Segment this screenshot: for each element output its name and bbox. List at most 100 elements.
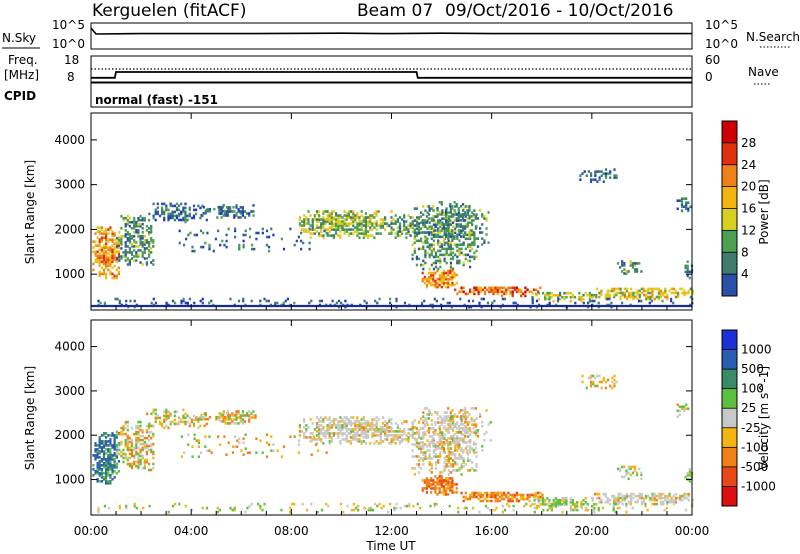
heat-cell xyxy=(591,498,594,502)
heat-cell xyxy=(520,290,523,294)
heat-cell xyxy=(457,229,460,232)
heat-cell xyxy=(96,448,99,451)
heat-cell xyxy=(407,228,410,231)
heat-cell xyxy=(398,436,402,439)
heat-cell xyxy=(447,487,450,490)
heat-cell xyxy=(320,222,323,225)
heat-cell xyxy=(421,479,424,482)
heat-cell xyxy=(200,415,203,419)
heat-cell xyxy=(141,253,144,256)
heat-cell xyxy=(466,225,469,228)
heat-cell xyxy=(582,297,585,301)
heat-cell xyxy=(152,462,155,466)
heat-cell xyxy=(490,491,493,495)
heat-cell xyxy=(392,438,395,441)
heat-cell xyxy=(539,491,542,495)
heat-cell xyxy=(100,448,103,451)
heat-cell xyxy=(462,459,465,462)
heat-cell xyxy=(360,418,363,421)
heat-cell xyxy=(453,273,456,277)
heat-cell xyxy=(571,499,574,502)
heat-cell xyxy=(443,433,446,436)
heat-cell xyxy=(525,502,528,506)
heat-cell xyxy=(102,258,106,262)
heat-cell xyxy=(437,433,440,436)
heat-cell xyxy=(135,460,138,464)
heat-cell xyxy=(133,249,136,252)
heat-cell xyxy=(609,170,612,173)
heat-cell xyxy=(322,420,325,423)
heat-cell xyxy=(141,251,144,254)
heat-cell xyxy=(107,260,110,264)
heat-cell xyxy=(457,445,460,448)
heat-cell xyxy=(420,237,423,241)
heat-cell xyxy=(190,418,193,422)
heat-cell xyxy=(318,434,321,437)
heat-cell xyxy=(597,301,600,305)
heat-cell xyxy=(678,409,681,413)
heat-cell xyxy=(469,259,472,263)
heat-cell xyxy=(165,206,168,210)
heat-cell xyxy=(476,237,480,240)
heat-cell xyxy=(494,290,497,294)
heat-cell xyxy=(454,227,457,230)
heat-cell xyxy=(421,427,424,430)
heat-cell xyxy=(449,283,452,287)
heat-cell xyxy=(98,274,101,278)
heat-cell xyxy=(135,229,138,232)
heat-cell xyxy=(384,424,387,427)
heat-cell xyxy=(375,426,378,429)
heat-cell xyxy=(102,262,106,266)
heat-cell xyxy=(124,251,127,254)
heat-cell xyxy=(655,295,658,299)
heat-cell xyxy=(113,438,116,441)
heat-cell xyxy=(378,502,381,506)
heat-cell xyxy=(413,419,416,422)
heat-cell xyxy=(445,271,448,275)
heat-cell xyxy=(180,202,183,206)
heat-cell xyxy=(468,231,471,234)
heat-cell xyxy=(182,210,185,214)
heat-cell xyxy=(638,293,641,297)
heat-cell xyxy=(125,299,128,303)
heat-cell xyxy=(424,255,427,259)
heat-cell xyxy=(197,204,200,208)
heat-cell xyxy=(226,422,230,425)
heat-cell xyxy=(327,504,330,508)
heat-cell xyxy=(413,231,416,234)
heat-cell xyxy=(184,504,187,508)
heat-cell xyxy=(150,237,153,240)
heat-cell xyxy=(613,176,616,179)
heat-cell xyxy=(111,256,114,260)
heat-cell xyxy=(492,292,495,296)
heat-cell xyxy=(691,498,695,502)
heat-cell xyxy=(98,450,101,453)
heat-cell xyxy=(318,438,321,441)
heat-cell xyxy=(479,286,482,290)
heat-cell xyxy=(443,243,446,247)
heat-cell xyxy=(447,247,450,251)
heat-cell xyxy=(343,438,346,441)
heat-cell xyxy=(427,429,431,432)
heat-cell xyxy=(594,492,597,496)
heat-cell xyxy=(403,504,407,508)
heat-cell xyxy=(305,216,308,219)
heat-cell xyxy=(364,234,367,237)
heat-cell xyxy=(688,480,691,483)
heat-cell xyxy=(137,249,140,252)
heat-cell xyxy=(452,257,455,261)
heat-cell xyxy=(98,256,101,260)
heat-cell xyxy=(92,464,95,467)
heat-cell xyxy=(503,290,506,294)
heat-cell xyxy=(548,295,551,299)
heat-cell xyxy=(469,255,472,259)
heat-cell xyxy=(501,504,504,508)
heat-cell xyxy=(439,223,442,226)
heat-cell xyxy=(500,286,504,290)
heat-cell xyxy=(105,476,108,479)
heat-cell xyxy=(135,436,138,440)
heat-cell xyxy=(158,214,162,218)
heat-cell xyxy=(152,434,155,438)
heat-cell xyxy=(150,241,153,244)
heat-cell xyxy=(126,237,129,240)
